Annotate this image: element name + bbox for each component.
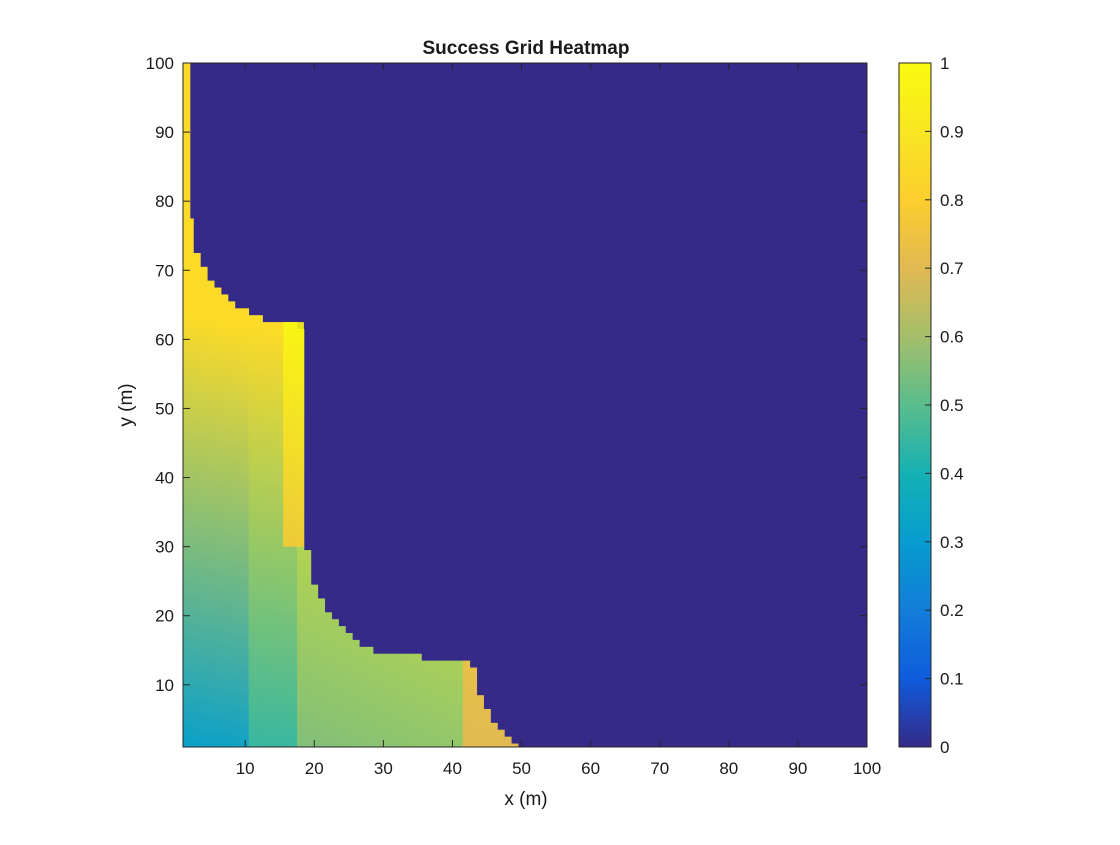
x-tick-label: 90 (788, 759, 807, 778)
plot-area-border (182, 62, 868, 748)
heatmap-column (317, 598, 326, 747)
y-tick-label: 50 (155, 399, 174, 418)
heatmap-column (345, 633, 353, 747)
heatmap-cells (183, 63, 867, 748)
x-tick-label: 60 (581, 759, 600, 778)
y-tick-label: 20 (155, 607, 174, 626)
y-tick-label: 40 (155, 469, 174, 488)
chart-title: Success Grid Heatmap (423, 38, 630, 59)
heatmap-column (227, 301, 236, 747)
heatmap-column (324, 612, 332, 747)
x-tick-label: 80 (719, 759, 738, 778)
heatmap-column (421, 660, 464, 747)
y-tick-label: 60 (155, 330, 174, 349)
x-tick-label: 70 (650, 759, 669, 778)
heatmap-highlight-strip (283, 322, 304, 547)
x-tick-label: 20 (305, 759, 324, 778)
colorbar-tick-label: 0.3 (940, 533, 964, 552)
heatmap-column (200, 266, 208, 747)
y-tick-label: 70 (155, 261, 174, 280)
heatmap-column (234, 308, 250, 747)
x-tick-label: 30 (374, 759, 393, 778)
heatmap-column (373, 653, 388, 747)
heatmap-column (183, 63, 191, 747)
heatmap-column (386, 653, 422, 747)
heatmap-column (490, 722, 498, 747)
colorbar-tick-label: 0.8 (940, 191, 964, 210)
heatmap-column (310, 584, 319, 747)
axis-ticks: 10 20 30 40 50 60 70 80 90 100 10 20 30 40 50 60 70 80 90 1… (146, 54, 882, 778)
colorbar-tick-label: 0.9 (940, 122, 964, 141)
heatmap-column (189, 218, 194, 748)
x-tick-label: 50 (512, 759, 531, 778)
y-tick-label: 80 (155, 192, 174, 211)
colorbar-tick-label: 1 (940, 54, 949, 73)
colorbar-tick-label: 0.6 (940, 328, 964, 347)
y-tick-label: 10 (155, 676, 174, 695)
heatmap-column (504, 736, 512, 747)
heatmap-column (483, 709, 491, 747)
colorbar-tick-label: 0.2 (940, 601, 964, 620)
y-tick-label: 100 (146, 54, 174, 73)
heatmap-column (303, 550, 312, 747)
colorbar-tick-label: 0 (940, 738, 949, 757)
heatmap-column (476, 695, 484, 747)
heatmap-column (462, 660, 471, 747)
heatmap-column (248, 315, 263, 747)
colorbar-tick-label: 0.7 (940, 259, 964, 278)
heatmap-column (214, 287, 222, 747)
y-axis-label: y (m) (116, 383, 137, 426)
heatmap-column (221, 294, 229, 747)
colorbar-tick-label: 0.1 (940, 670, 964, 689)
y-tick-label: 90 (155, 123, 174, 142)
heatmap-column (352, 639, 360, 747)
x-tick-label: 40 (443, 759, 462, 778)
heatmap-column (469, 667, 478, 747)
y-tick-label: 30 (155, 538, 174, 557)
colorbar-tick-label: 0.5 (940, 396, 964, 415)
x-tick-label: 100 (853, 759, 881, 778)
heatmap-column (207, 280, 215, 747)
heatmap-column (331, 619, 339, 747)
x-tick-label: 10 (236, 759, 255, 778)
heatmap-column (359, 646, 374, 747)
heatmap-column (338, 626, 346, 747)
x-axis-label: x (m) (504, 789, 547, 810)
colorbar: 0 0.1 0.2 0.3 0.4 0.5 0.6 0.7 0.8 0.9 1 (898, 54, 964, 757)
heatmap-column (193, 253, 201, 747)
colorbar-tick-label: 0.4 (940, 464, 964, 483)
heatmap-column (497, 729, 505, 747)
heatmap-column (511, 743, 519, 747)
